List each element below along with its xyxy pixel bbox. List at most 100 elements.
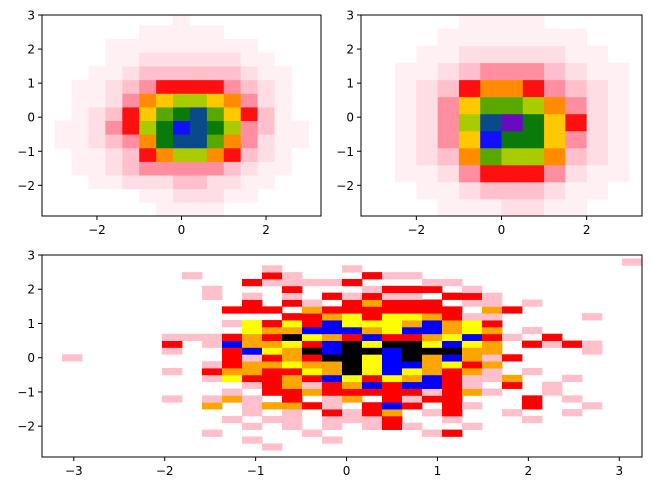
heatmap-cell bbox=[402, 388, 423, 396]
heatmap-cell bbox=[422, 285, 443, 294]
heatmap-cell bbox=[544, 181, 566, 200]
heatmap-cell bbox=[262, 340, 283, 348]
heatmap-cell bbox=[482, 306, 503, 314]
heatmap-cell bbox=[322, 367, 343, 376]
heatmap-cell bbox=[402, 381, 423, 389]
heatmap-cell bbox=[242, 422, 263, 431]
heatmap-cell bbox=[402, 313, 423, 321]
heatmap-cell bbox=[139, 147, 157, 162]
heatmap-cell bbox=[302, 374, 323, 383]
heatmap-cell bbox=[382, 381, 403, 389]
heatmap-cell bbox=[71, 79, 89, 94]
heatmap-cell bbox=[362, 326, 383, 335]
heatmap-cell bbox=[223, 188, 242, 203]
heatmap-cell bbox=[202, 285, 223, 294]
heatmap-cell bbox=[202, 402, 223, 410]
heatmap-cells bbox=[395, 15, 630, 216]
heatmap-cell bbox=[282, 361, 303, 369]
heatmap-cell bbox=[522, 367, 543, 376]
heatmap-cell bbox=[54, 120, 72, 135]
heatmap-cell bbox=[156, 175, 174, 190]
heatmap-cell bbox=[422, 395, 443, 403]
heatmap-cell bbox=[607, 164, 630, 183]
heatmap-cell bbox=[322, 395, 343, 403]
heatmap-cell bbox=[222, 415, 243, 424]
heatmap-cell bbox=[437, 130, 460, 149]
heatmap-cell bbox=[105, 161, 123, 176]
y-tick-label: −2 bbox=[336, 179, 354, 193]
heatmap-cell bbox=[189, 134, 208, 149]
heatmap-cell bbox=[122, 147, 140, 162]
heatmap-cell bbox=[257, 52, 275, 67]
heatmap-cell bbox=[206, 25, 225, 40]
x-tick-label: −1 bbox=[247, 464, 265, 478]
heatmap-cell bbox=[189, 161, 208, 176]
heatmap-cell bbox=[342, 374, 363, 383]
heatmap-cell bbox=[262, 333, 283, 341]
heatmap-cell bbox=[442, 313, 463, 321]
heatmap-cell bbox=[382, 374, 403, 383]
heatmap-cell bbox=[202, 340, 223, 348]
heatmap-cell bbox=[139, 79, 157, 94]
heatmap-cell bbox=[422, 278, 443, 287]
heatmap-cell bbox=[139, 175, 157, 190]
heatmap-cell bbox=[240, 52, 258, 67]
heatmap-cell bbox=[586, 130, 609, 149]
heatmap-cell bbox=[162, 333, 183, 341]
heatmap-cell bbox=[242, 361, 263, 369]
heatmap-cell bbox=[282, 333, 303, 341]
heatmap-cell bbox=[480, 164, 502, 183]
y-tick-label: −1 bbox=[336, 145, 354, 159]
heatmap-cell bbox=[522, 415, 543, 424]
heatmap-cell bbox=[482, 388, 503, 396]
heatmap-cell bbox=[542, 381, 563, 389]
heatmap-cell bbox=[416, 45, 439, 64]
heatmap-cell bbox=[257, 66, 275, 81]
heatmap-cell bbox=[442, 402, 463, 410]
heatmap-cell bbox=[480, 113, 502, 132]
heatmap-cell bbox=[565, 113, 588, 132]
heatmap-cell bbox=[501, 181, 524, 200]
heatmap-cell bbox=[322, 381, 343, 389]
heatmap-cell bbox=[382, 313, 403, 321]
heatmap-cell bbox=[382, 326, 403, 335]
heatmap-cell bbox=[362, 285, 383, 294]
heatmap-cell bbox=[242, 436, 263, 444]
heatmap-cell bbox=[437, 113, 460, 132]
heatmap-cell bbox=[458, 15, 481, 30]
heatmap-cell bbox=[544, 28, 566, 47]
heatmap-cell bbox=[382, 306, 403, 314]
heatmap-cell bbox=[122, 93, 140, 108]
heatmap-cell bbox=[395, 130, 417, 149]
heatmap-cell bbox=[240, 106, 258, 122]
heatmap-cell bbox=[501, 164, 524, 183]
heatmap-cell bbox=[362, 367, 383, 376]
heatmap-cell bbox=[302, 320, 323, 328]
heatmap-cell bbox=[382, 395, 403, 403]
heatmap-cell bbox=[422, 347, 443, 355]
heatmap-cell bbox=[362, 388, 383, 396]
heatmap-cell bbox=[342, 354, 363, 362]
heatmap-cell bbox=[322, 347, 343, 355]
heatmap-cell bbox=[462, 340, 483, 348]
heatmap-cell bbox=[382, 402, 403, 410]
heatmap-cell bbox=[240, 38, 258, 53]
heatmap-cell bbox=[422, 367, 443, 376]
heatmap-cell bbox=[302, 299, 323, 307]
heatmap-cell bbox=[402, 347, 423, 355]
heatmap-cell bbox=[442, 409, 463, 417]
heatmap-cell bbox=[173, 175, 191, 190]
heatmap-cell bbox=[189, 147, 208, 162]
heatmap-cell bbox=[382, 354, 403, 362]
heatmap-cell bbox=[322, 436, 343, 444]
heatmap-cell bbox=[262, 381, 283, 389]
heatmap-cell bbox=[189, 25, 208, 40]
heatmap-cell bbox=[139, 25, 157, 40]
heatmap-cell bbox=[257, 106, 275, 122]
heatmap-cell bbox=[88, 106, 106, 122]
heatmap-cell bbox=[362, 340, 383, 348]
heatmap-cell bbox=[622, 258, 642, 266]
heatmap-cell bbox=[462, 402, 483, 410]
heatmap-cell bbox=[282, 354, 303, 362]
heatmap-cell bbox=[480, 28, 502, 47]
